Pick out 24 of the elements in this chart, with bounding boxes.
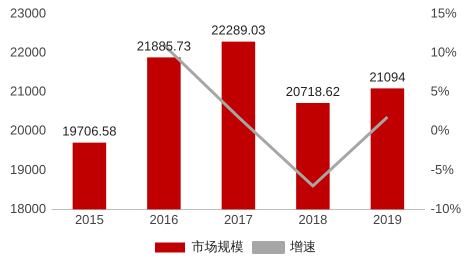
data-label: 21094 (369, 69, 406, 84)
legend-label: 市场规模 (192, 239, 244, 254)
data-label: 20718.62 (286, 84, 340, 100)
x-tick-label: 2019 (372, 212, 402, 227)
data-label: 19706.58 (62, 124, 117, 139)
y-tick-label: 20000 (10, 122, 46, 138)
y2-tick-label: 0% (430, 122, 450, 138)
x-tick-label: 2015 (74, 212, 104, 227)
legend-label: 增速 (289, 239, 316, 254)
y2-tick-label: -5% (430, 162, 454, 177)
x-tick-label: 2018 (298, 212, 328, 227)
y2-tick-label: 10% (430, 44, 458, 60)
y-tick-label: 22000 (10, 44, 46, 60)
data-label: 22289.03 (211, 22, 266, 38)
x-tick-label: 2016 (149, 212, 178, 227)
data-label: 21885.73 (136, 38, 192, 54)
y-tick-label: 19000 (10, 162, 46, 177)
y2-tick-label: 15% (430, 5, 458, 20)
y2-tick-label: -10% (430, 200, 462, 216)
y2-tick-label: 5% (430, 84, 450, 99)
x-tick-label: 2017 (224, 212, 253, 227)
y-tick-label: 18000 (10, 200, 46, 216)
y-tick-label: 23000 (10, 5, 46, 20)
y-tick-label: 21000 (10, 84, 46, 99)
